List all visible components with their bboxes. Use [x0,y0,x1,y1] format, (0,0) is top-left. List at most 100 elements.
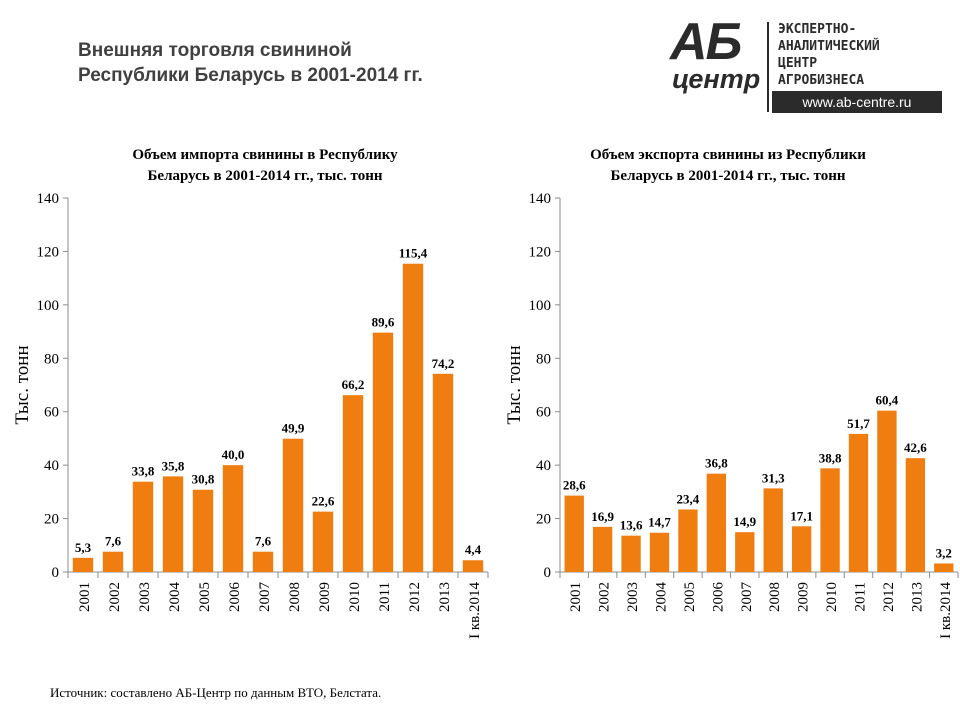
export-category-label: 2009 [796,582,812,612]
export-y-tick-label: 80 [536,351,551,367]
logo-divider [767,22,769,112]
import-bar [402,263,424,572]
import-value-label: 7,6 [255,534,272,549]
export-y-tick-label: 0 [544,565,552,581]
logo-text-line4: АГРОБИЗНЕСА [778,73,865,88]
export-y-axis-title: Тыс. тонн [504,345,525,424]
import-value-label: 35,8 [162,458,185,473]
export-bar [678,509,698,572]
export-category-label: 2004 [654,582,670,613]
export-category-label: 2003 [625,582,641,612]
logo-url: www.ab-centre.ru [772,91,942,113]
logo-text-line3: ЦЕНТР [778,56,818,71]
logo-mark-top: АБ [670,13,742,71]
export-y-tick-label: 100 [529,298,552,314]
import-chart-title-line1: Объем импорта свинины в Республику [132,147,398,163]
import-category-label: 2006 [227,582,243,613]
export-chart-title: Объем экспорта свинины из Республики Бел… [488,145,960,187]
import-category-label: 2009 [317,582,333,612]
export-y-tick-label: 20 [536,512,551,528]
export-category-label: 2002 [597,582,613,612]
import-chart-title-line2: Беларусь в 2001-2014 гг., тыс. тонн [147,168,383,184]
import-value-label: 115,4 [399,246,428,261]
import-value-label: 66,2 [342,377,365,392]
import-y-axis-title: Тыс. тонн [12,345,33,424]
import-value-label: 5,3 [75,540,92,555]
import-category-label: 2004 [167,582,183,613]
export-y-tick-label: 60 [536,405,551,421]
export-category-label: 2006 [710,582,726,613]
import-category-label: 2008 [287,582,303,612]
export-value-label: 23,4 [677,491,700,506]
export-value-label: 38,8 [819,450,842,465]
export-value-label: 14,7 [648,515,671,530]
import-bar [282,438,304,572]
export-category-label: 2010 [824,582,840,612]
export-value-label: 16,9 [591,509,614,524]
export-y-tick-label: 120 [529,244,552,260]
export-chart: 0 20 40 60 80 100 120 140 Тыс. тонн 28,6 2001 16,9 2… [504,191,959,639]
export-y-tick-label: 140 [529,191,552,207]
import-bar [372,332,394,572]
export-value-label: 3,2 [936,545,952,560]
import-y-tick-label: 60 [44,405,59,421]
export-bar [564,495,584,572]
export-category-label: 2001 [568,582,584,612]
logo-text-line1: ЭКСПЕРТНО- [778,22,857,37]
import-category-label: 2010 [347,582,363,612]
import-bar [342,395,364,572]
export-bar [905,458,926,572]
export-bar [763,488,783,572]
export-bar [934,563,954,572]
import-category-label: 2001 [77,582,93,612]
import-bar [432,373,454,572]
import-value-label: 89,6 [372,315,395,330]
export-category-label: I кв.2014 [938,582,954,639]
export-category-label: 2013 [909,582,925,612]
import-chart: 0 20 40 60 80 100 120 140 Тыс. тонн 5,3 2001 7,6 200… [12,191,489,639]
import-category-label: 2011 [377,582,393,611]
export-value-label: 14,9 [733,514,756,529]
import-y-tick-label: 100 [37,298,60,314]
export-value-label: 31,3 [762,470,785,485]
import-bar [222,465,244,572]
export-bar [621,535,641,572]
export-value-label: 36,8 [705,456,728,471]
import-category-label: 2002 [107,582,123,612]
import-bar [252,551,274,572]
page-title-line2: Республики Беларусь в 2001-2014 гг. [78,65,423,86]
export-category-label: 2008 [767,582,783,612]
import-y-tick-label: 120 [37,244,60,260]
export-chart-title-line1: Объем экспорта свинины из Республики [590,147,866,163]
import-bar [312,511,334,572]
export-bar [735,532,755,572]
import-bar [162,476,184,572]
export-value-label: 17,1 [790,508,813,523]
logo-text-line2: АНАЛИТИЧЕСКИЙ [778,39,880,54]
logo-text: ЭКСПЕРТНО- АНАЛИТИЧЕСКИЙ ЦЕНТР АГРОБИЗНЕ… [778,21,880,89]
import-category-label: 2005 [197,582,213,612]
export-bar [848,433,869,572]
import-value-label: 74,2 [432,356,455,371]
logo-mark: АБ центр [668,13,760,98]
import-bar [102,551,124,572]
export-value-label: 28,6 [563,478,586,493]
export-chart-title-line2: Беларусь в 2001-2014 гг., тыс. тонн [610,168,846,184]
ab-centre-logo: АБ центр ЭКСПЕРТНО- АНАЛИТИЧЕСКИЙ ЦЕНТР … [668,13,950,116]
export-category-label: 2007 [739,582,755,613]
import-value-label: 7,6 [105,534,122,549]
import-category-label: 2013 [437,582,453,612]
page-title: Внешняя торговля свининой Республики Бел… [78,38,423,88]
import-bar [462,560,484,572]
import-category-label: 2007 [257,582,273,613]
import-y-tick-label: 0 [52,565,60,581]
export-bar [877,410,897,572]
import-category-label: 2012 [407,582,423,612]
import-value-label: 30,8 [192,472,215,487]
export-category-label: 2011 [853,582,869,611]
import-y-tick-label: 40 [44,458,59,474]
export-value-label: 42,6 [904,440,927,455]
export-category-label: 2012 [881,582,897,612]
import-bar [72,557,94,572]
export-bar [820,468,840,572]
